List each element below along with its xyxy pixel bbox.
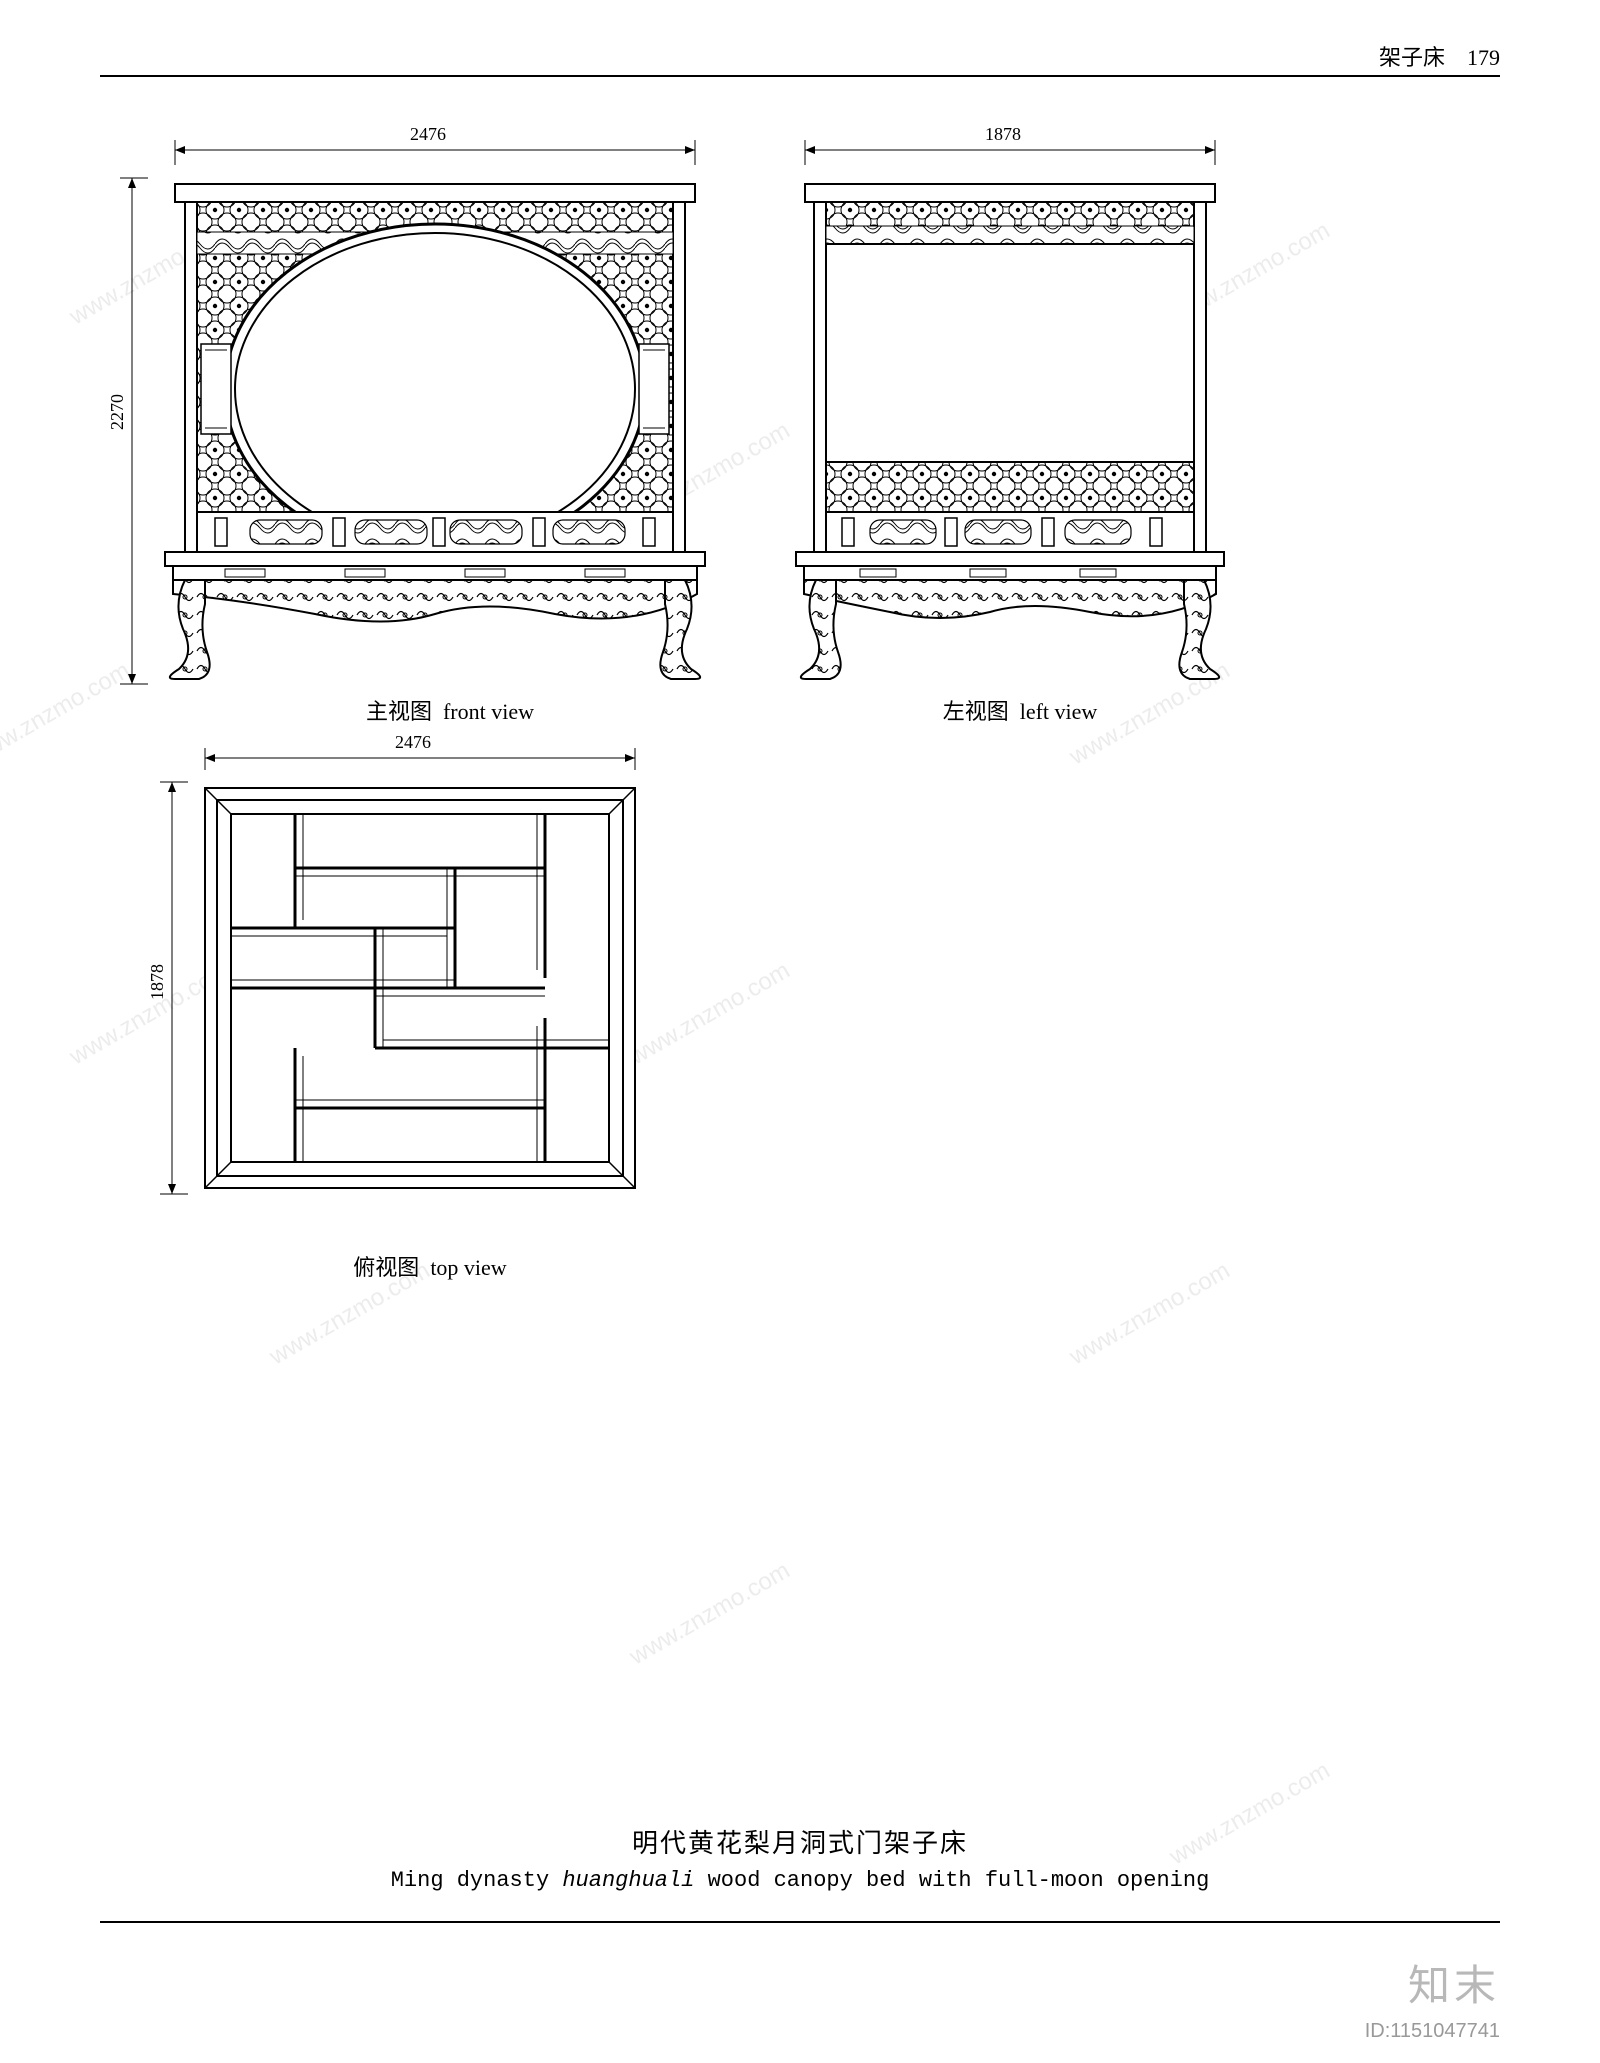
title-en: Ming dynasty huanghuali wood canopy bed … <box>0 1868 1600 1893</box>
top-caption: 俯视图 top view <box>300 1250 560 1282</box>
watermark-id: ID:1151047741 <box>1365 2020 1500 2043</box>
dim-front-width-label: 2476 <box>410 124 446 145</box>
footer-rule <box>100 1921 1500 1923</box>
front-view-block: 2476 <box>155 130 715 684</box>
watermark-url: www.znzmo.com <box>1065 1257 1235 1371</box>
page-number: 179 <box>1467 45 1500 70</box>
title-cn: 明代黄花梨月洞式门架子床 <box>0 1823 1600 1860</box>
front-caption: 主视图 front view <box>300 694 600 726</box>
watermark-brand: 知末 <box>1408 1952 1500 2013</box>
header-rule <box>100 75 1500 77</box>
top-view-block: 2476 <box>195 740 645 1198</box>
section-label: 架子床 <box>1379 45 1445 70</box>
left-view-drawing <box>790 174 1230 684</box>
title-block: 明代黄花梨月洞式门架子床 Ming dynasty huanghuali woo… <box>0 1823 1600 1893</box>
dim-top-width-label: 2476 <box>395 732 431 753</box>
page: 架子床 179 www.znzmo.com www.znzmo.com www.… <box>0 0 1600 2063</box>
top-view-drawing <box>195 778 645 1198</box>
watermark-url: www.znzmo.com <box>625 1557 795 1671</box>
dim-front-height-label: 2270 <box>107 394 128 430</box>
left-caption: 左视图 left view <box>890 694 1150 726</box>
dim-front-height <box>110 176 155 688</box>
dim-left-width-label: 1878 <box>985 124 1021 145</box>
watermark-url: www.znzmo.com <box>625 957 795 1071</box>
front-view-drawing <box>155 174 715 684</box>
dim-top-height-label: 1878 <box>147 964 168 1000</box>
header-section: 架子床 179 <box>1379 40 1500 72</box>
left-view-block: 1878 <box>790 130 1230 684</box>
